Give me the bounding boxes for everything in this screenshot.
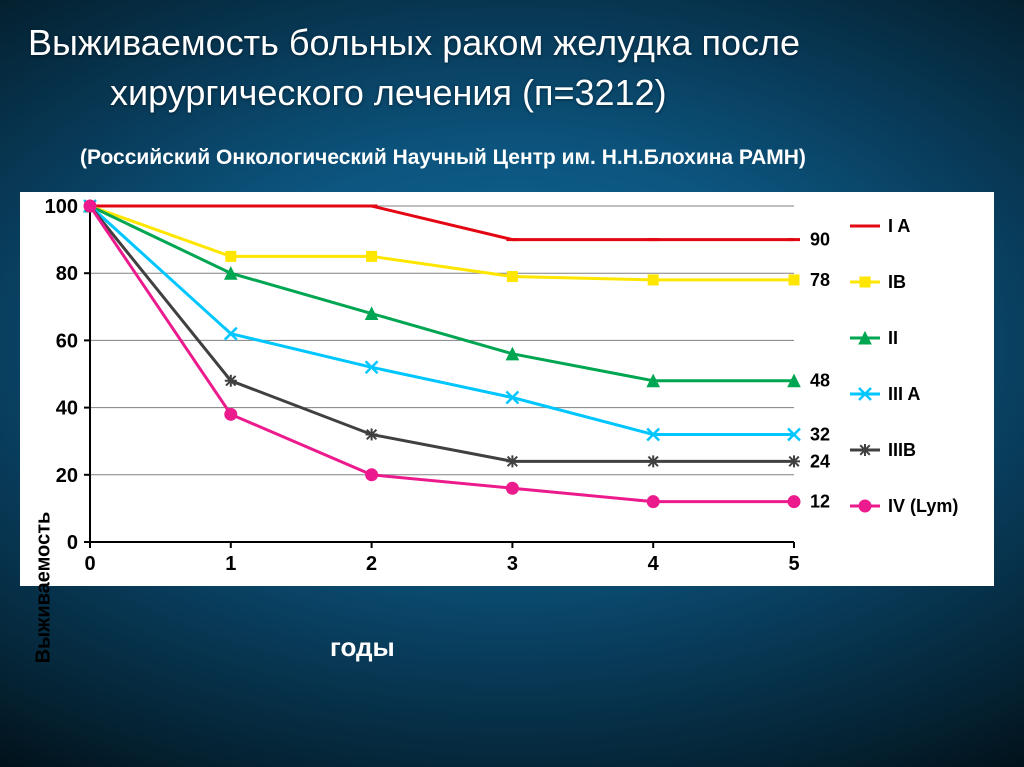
svg-text:0: 0 bbox=[67, 532, 78, 554]
svg-text:1: 1 bbox=[225, 553, 236, 575]
series-end-label: 24 bbox=[810, 451, 830, 471]
svg-text:5: 5 bbox=[788, 553, 799, 575]
legend-label: I A bbox=[888, 216, 910, 236]
x-axis-label: годы bbox=[330, 632, 395, 663]
legend-label: IV (Lym) bbox=[888, 496, 958, 516]
slide-title-line1: Выживаемость больных раком желудка после bbox=[28, 22, 800, 64]
svg-text:60: 60 bbox=[56, 330, 78, 352]
series-end-label: 90 bbox=[810, 230, 830, 250]
svg-text:0: 0 bbox=[84, 553, 95, 575]
svg-text:2: 2 bbox=[366, 553, 377, 575]
slide-subtitle: (Российский Онкологический Научный Центр… bbox=[80, 146, 806, 170]
series-end-label: 48 bbox=[810, 371, 830, 391]
svg-text:80: 80 bbox=[56, 263, 78, 285]
series-end-label: 12 bbox=[810, 492, 830, 512]
series-end-label: 32 bbox=[810, 424, 830, 444]
slide-title-line2: хирургического лечения (п=3212) bbox=[110, 72, 667, 114]
svg-text:100: 100 bbox=[45, 196, 78, 218]
svg-text:4: 4 bbox=[648, 553, 660, 575]
chart-svg: 020406080100012345907848322412I AIBIIIII… bbox=[20, 192, 994, 586]
series-end-label: 78 bbox=[810, 270, 830, 290]
svg-text:3: 3 bbox=[507, 553, 518, 575]
svg-text:20: 20 bbox=[56, 465, 78, 487]
legend-label: III A bbox=[888, 384, 920, 404]
svg-text:40: 40 bbox=[56, 398, 78, 420]
survival-chart: 020406080100012345907848322412I AIBIIIII… bbox=[20, 192, 994, 586]
legend-label: IIIB bbox=[888, 440, 916, 460]
legend-label: II bbox=[888, 328, 898, 348]
legend-label: IB bbox=[888, 272, 906, 292]
